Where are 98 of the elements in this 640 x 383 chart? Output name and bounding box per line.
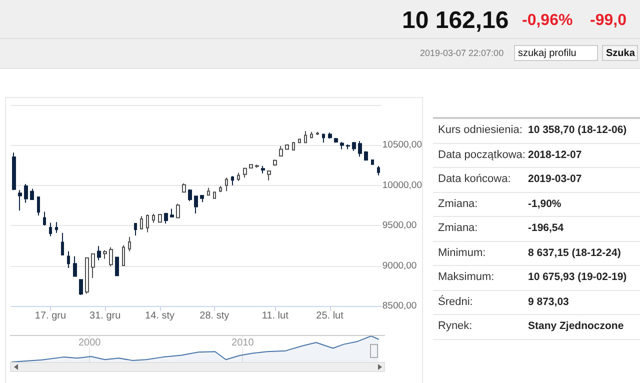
text: Zmiana: <box>438 222 478 234</box>
candlestick <box>128 236 131 252</box>
text: 10 162,16 <box>402 7 509 35</box>
candlestick <box>85 257 89 294</box>
candlestick <box>103 250 107 260</box>
candlestick <box>140 216 143 230</box>
text: Data końcowa: <box>438 173 511 185</box>
candlestick <box>43 211 46 226</box>
candlestick <box>67 250 70 268</box>
text: 2019-03-07 <box>528 173 583 185</box>
x-tick-label: 14. sty <box>145 310 174 322</box>
text: Szuka <box>602 45 638 61</box>
candlestick <box>267 170 271 181</box>
candlestick <box>158 214 162 224</box>
candlestick <box>340 141 344 150</box>
candlestick <box>109 246 113 267</box>
text: 9 873,03 <box>528 296 570 308</box>
y-tick-label: 9500,00 <box>382 220 417 232</box>
text: 10 358,70 (18-12-06) <box>528 124 628 136</box>
candlestick <box>261 166 265 174</box>
candlestick <box>219 186 222 193</box>
text: Zmiana: <box>438 198 478 210</box>
x-tick-label: 31. gru <box>90 310 121 322</box>
y-tick-label: 10500,00 <box>382 140 422 151</box>
candlestick <box>122 244 125 266</box>
y-tick-label: 9000,00 <box>382 260 417 272</box>
text: Rynek: <box>438 320 472 332</box>
candlestick <box>182 182 186 193</box>
candlestick <box>249 164 253 169</box>
candlestick <box>310 131 313 139</box>
candlestick <box>207 187 210 196</box>
candlestick <box>176 203 180 218</box>
candlestick <box>292 141 295 150</box>
x-tick-label: 2010 <box>232 338 254 348</box>
candlestick <box>298 138 301 144</box>
candlestick <box>194 196 198 214</box>
candlestick <box>231 176 234 186</box>
text: Stany Zjednoczone <box>528 320 625 332</box>
text: -0,96% <box>522 12 573 30</box>
candlestick <box>12 152 16 191</box>
candlestick <box>334 137 338 144</box>
candlestick <box>37 196 40 216</box>
candlestick <box>30 188 34 200</box>
candlestick <box>352 141 356 152</box>
candlestick <box>237 172 240 182</box>
x-tick-label: 28. sty <box>200 310 230 322</box>
text: 10 675,93 (19-02-19) <box>528 271 628 283</box>
candlestick <box>170 208 174 218</box>
candlestick <box>304 130 307 144</box>
candlestick <box>164 212 168 224</box>
candlestick <box>134 223 137 236</box>
candlestick <box>24 184 28 204</box>
candlestick <box>73 256 77 277</box>
candlestick <box>371 159 374 166</box>
candlestick <box>316 131 319 136</box>
y-tick-label: 10000,00 <box>382 180 422 191</box>
candlestick <box>200 194 204 203</box>
candlestick <box>285 144 289 150</box>
candlestick <box>152 213 155 224</box>
text: Minimum: <box>438 246 486 258</box>
candlestick <box>358 140 362 158</box>
candlestick <box>188 188 192 202</box>
x-tick-label: 11. lut <box>262 310 289 322</box>
x-tick-label: 2000 <box>78 338 102 348</box>
text: Kurs odniesienia: <box>438 124 522 136</box>
candlestick <box>346 144 350 150</box>
text: szukaj profilu <box>514 45 598 61</box>
candlestick <box>55 222 58 234</box>
candlestick <box>49 222 52 237</box>
text: Maksimum: <box>438 271 494 283</box>
candlestick <box>279 146 283 156</box>
candlestick <box>115 256 119 276</box>
candlestick <box>61 232 64 256</box>
candlestick <box>79 279 83 296</box>
candlestick <box>97 246 101 261</box>
candlestick <box>273 159 277 166</box>
candlestick <box>225 177 228 192</box>
text: 2018-12-07 <box>528 148 583 160</box>
candlestick <box>328 132 332 140</box>
candlestick <box>322 134 325 144</box>
candlestick <box>213 192 216 199</box>
text: Średni: <box>438 296 473 308</box>
candlestick <box>364 150 368 162</box>
candlestick <box>91 253 95 278</box>
candlestick <box>377 166 380 176</box>
y-tick-label: 8500,00 <box>382 300 417 312</box>
text: -99,0 <box>590 12 626 30</box>
text: -196,54 <box>528 222 565 234</box>
text: -1,90% <box>528 198 562 210</box>
text: 8 637,15 (18-12-24) <box>528 246 622 258</box>
candlestick <box>18 190 22 211</box>
candlestick <box>146 214 149 233</box>
text: Data początkowa: <box>438 148 526 160</box>
text: 2019-03-07 22:07:00 <box>420 48 504 58</box>
candlestick <box>243 167 247 178</box>
x-tick-label: 25. lut <box>316 310 344 322</box>
candlestick <box>255 164 259 168</box>
x-tick-label: 17. gru <box>34 310 66 322</box>
